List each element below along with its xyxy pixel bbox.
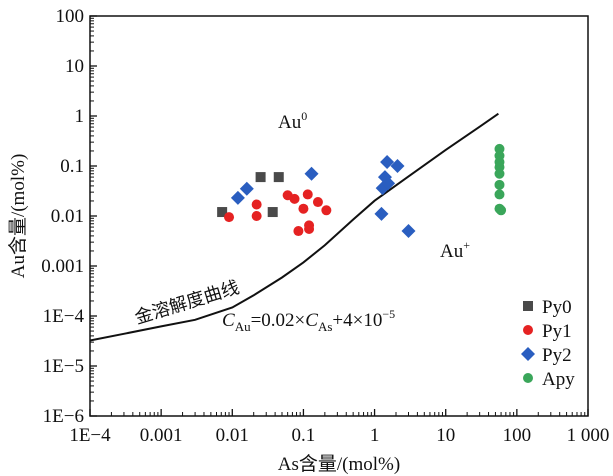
point-apy bbox=[494, 179, 505, 190]
legend-label-apy: Apy bbox=[542, 369, 575, 390]
legend-marker-apy bbox=[523, 373, 533, 383]
point-apy bbox=[496, 205, 507, 216]
x-tick-label: 1 000 bbox=[567, 425, 610, 446]
data-points bbox=[217, 143, 507, 239]
curve-equation: CAu=0.02×CAs+4×10−5 bbox=[222, 307, 395, 334]
au-plus-annotation: Au+ bbox=[440, 238, 470, 262]
point-py2 bbox=[304, 166, 319, 181]
point-apy bbox=[494, 189, 505, 200]
point-py0 bbox=[273, 172, 284, 183]
au0-annotation: Au0 bbox=[278, 109, 307, 133]
point-py1 bbox=[298, 203, 309, 214]
y-tick-label: 0.01 bbox=[51, 206, 84, 227]
y-tick-label: 1E−6 bbox=[43, 406, 84, 427]
x-tick-label: 0.01 bbox=[216, 425, 249, 446]
point-py1 bbox=[312, 197, 323, 208]
legend: Py0 Py1 Py2 Apy bbox=[521, 297, 575, 390]
y-tick-label: 0.001 bbox=[41, 256, 84, 277]
legend-label-py0: Py0 bbox=[542, 297, 572, 318]
y-tick-label: 1 bbox=[75, 106, 85, 127]
x-tick-label: 0.001 bbox=[140, 425, 183, 446]
point-py1 bbox=[302, 189, 313, 200]
plot-frame bbox=[89, 15, 589, 417]
point-py2 bbox=[401, 224, 416, 239]
legend-label-py2: Py2 bbox=[542, 345, 572, 366]
point-apy bbox=[494, 168, 505, 179]
point-apy bbox=[494, 143, 505, 154]
point-py2 bbox=[390, 159, 405, 173]
y-axis-label: Au含量/(mol%) bbox=[7, 154, 29, 279]
x-tick-label: 1 bbox=[370, 425, 380, 446]
y-tick-label: 1E−5 bbox=[43, 356, 84, 377]
point-py1 bbox=[321, 205, 332, 216]
point-py0 bbox=[255, 172, 266, 183]
plot-area: 1E−4 0.001 0.01 0.1 1 10 100 1 000 1E−6 1E−5 1E−4 0… bbox=[41, 6, 609, 446]
legend-marker-py0 bbox=[523, 301, 533, 311]
point-py1 bbox=[251, 211, 262, 221]
point-py2 bbox=[239, 181, 254, 196]
legend-marker-py1 bbox=[523, 325, 533, 335]
y-tick-label: 10 bbox=[65, 56, 84, 77]
legend-label-py1: Py1 bbox=[542, 321, 572, 342]
point-py2 bbox=[230, 190, 245, 205]
point-py1 bbox=[224, 212, 235, 223]
y-tick-label: 1E−4 bbox=[43, 306, 85, 327]
point-py0 bbox=[217, 207, 228, 218]
point-py1 bbox=[251, 199, 262, 210]
point-py2 bbox=[374, 206, 389, 221]
point-py2 bbox=[380, 155, 395, 170]
solubility-curve bbox=[89, 112, 499, 342]
point-py1 bbox=[293, 226, 304, 237]
x-tick-label: 0.1 bbox=[292, 425, 316, 446]
axis-ticks: 1E−4 0.001 0.01 0.1 1 10 100 1 000 1E−6 1E−5 1E−4 0… bbox=[41, 6, 609, 446]
legend-marker-py2 bbox=[521, 347, 535, 361]
x-tick-label: 100 bbox=[503, 425, 532, 446]
y-tick-label: 0.1 bbox=[60, 156, 84, 177]
x-tick-label: 10 bbox=[436, 425, 455, 446]
x-tick-label: 1E−4 bbox=[69, 425, 111, 446]
point-py2 bbox=[381, 176, 396, 191]
point-py1 bbox=[289, 193, 300, 204]
point-py0 bbox=[267, 207, 278, 218]
point-py1 bbox=[304, 220, 315, 231]
x-axis-label: As含量/(mol%) bbox=[278, 453, 400, 475]
y-tick-label: 100 bbox=[56, 6, 85, 27]
